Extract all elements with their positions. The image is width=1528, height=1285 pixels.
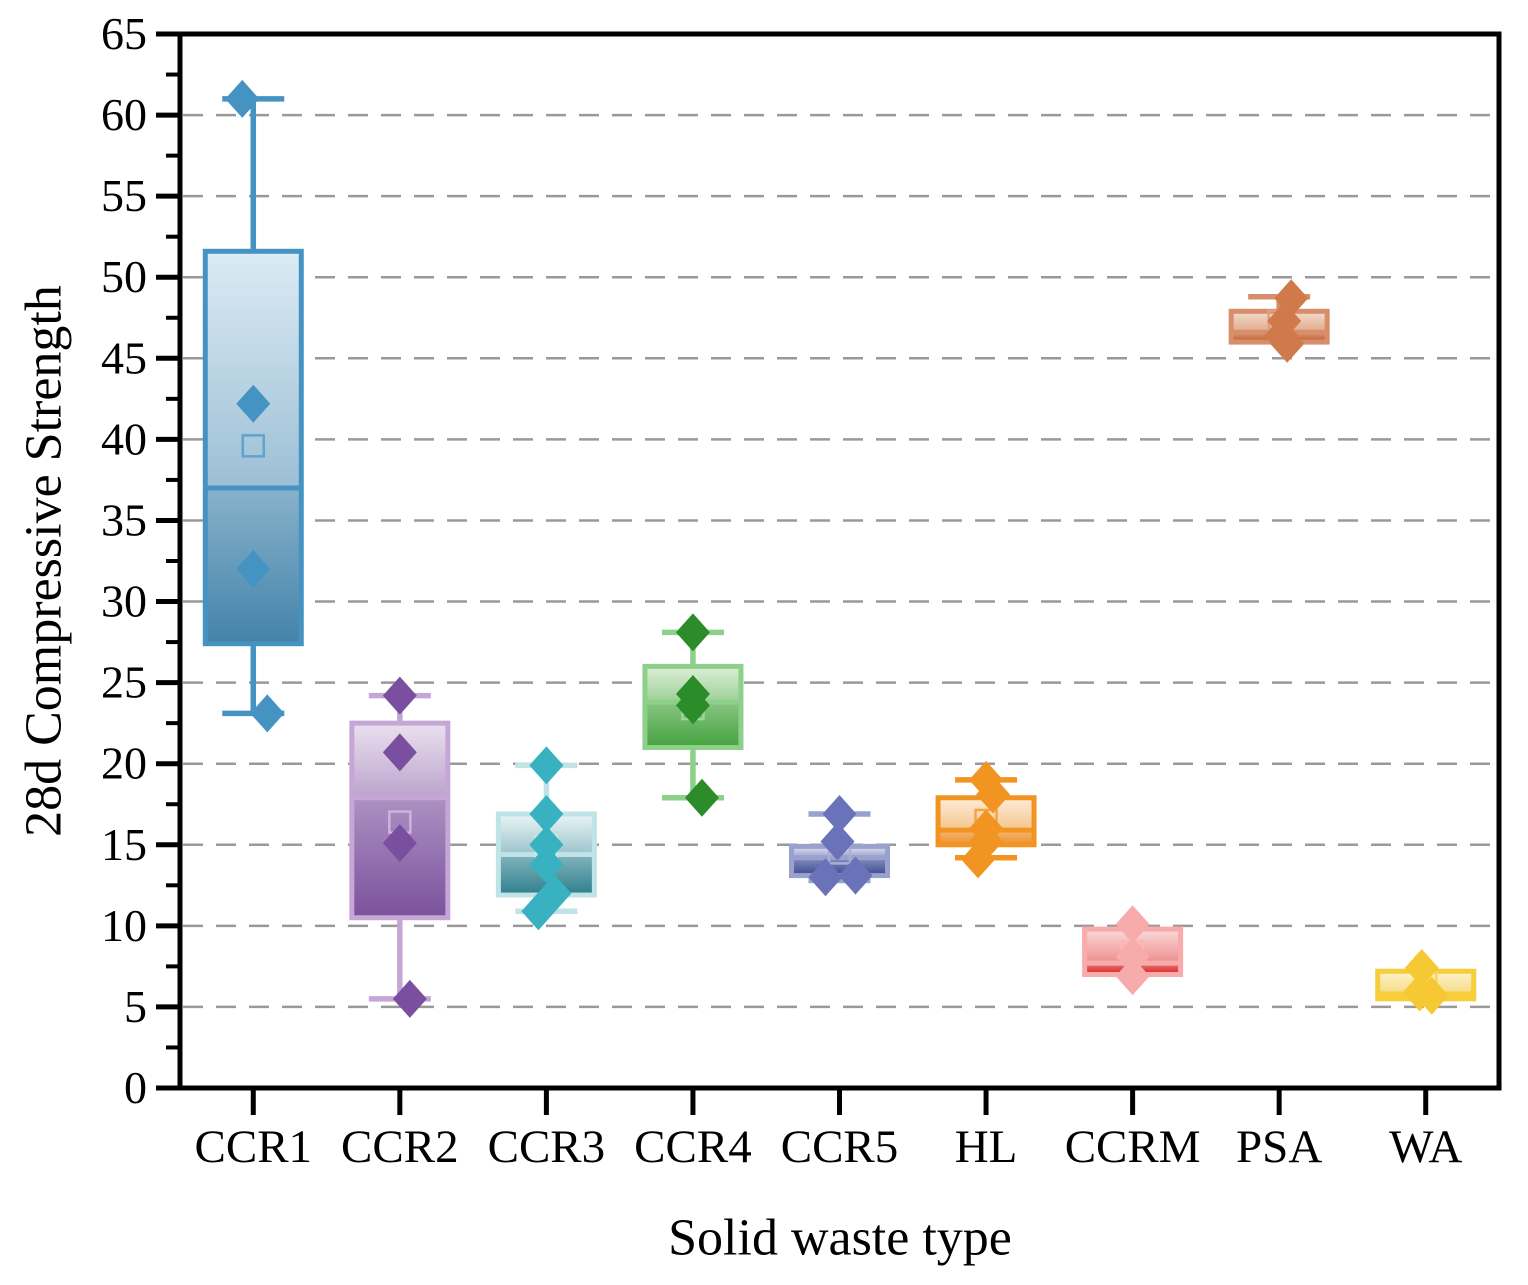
data-point-CCR4-2 (675, 686, 710, 725)
y-tick-label-30: 30 (101, 576, 147, 627)
mean-marker-CCR1 (241, 434, 266, 458)
y-tick-label-60: 60 (101, 89, 147, 140)
data-point-CCR4-0 (675, 613, 710, 652)
x-tick-label-CCR3: CCR3 (488, 1121, 606, 1173)
y-tick-label-40: 40 (101, 413, 147, 464)
data-point-CCR4-3 (684, 778, 719, 817)
box-group-WA (1375, 949, 1477, 1015)
box-group-PSA (1228, 279, 1330, 363)
data-point-WA-2 (1414, 976, 1449, 1015)
x-tick-label-PSA: PSA (1236, 1121, 1322, 1173)
data-point-CCR1-0 (225, 79, 260, 118)
data-point-CCR2-0 (382, 676, 417, 715)
data-point-CCR5-0 (822, 794, 857, 833)
data-point-CCRM-0 (1115, 905, 1150, 944)
data-point-CCR5-1 (820, 822, 855, 861)
data-point-CCR1-1 (236, 384, 271, 423)
x-tick-label-CCR2: CCR2 (341, 1121, 459, 1173)
box-group-CCR1 (202, 79, 304, 733)
data-point-HL-4 (961, 840, 996, 879)
x-tick-label-HL: HL (955, 1121, 1018, 1173)
box-group-CCRM (1082, 905, 1184, 996)
data-point-CCR5-2 (838, 856, 873, 895)
y-tick-label-0: 0 (124, 1062, 147, 1113)
x-tick-label-CCR4: CCR4 (634, 1121, 752, 1173)
y-tick-label-35: 35 (101, 494, 147, 545)
plot-frame (177, 31, 1502, 1091)
data-point-CCR2-2 (382, 824, 417, 863)
y-tick-label-15: 15 (101, 819, 147, 870)
data-point-CCRM-1 (1115, 937, 1150, 976)
x-tick-label-CCR1: CCR1 (195, 1121, 313, 1173)
box-group-CCR5 (789, 794, 890, 897)
x-tick-label-CCR5: CCR5 (781, 1121, 899, 1173)
data-point-CCR1-2 (236, 550, 271, 589)
data-point-CCR5-3 (808, 858, 843, 897)
box-group-HL (935, 760, 1037, 879)
data-point-CCR3-0 (529, 746, 564, 785)
y-tick-label-10: 10 (101, 900, 147, 951)
y-tick-label-55: 55 (101, 170, 147, 221)
data-point-CCRM-2 (1115, 957, 1150, 996)
y-tick-label-50: 50 (101, 251, 147, 302)
box-group-CCR3 (495, 746, 597, 931)
y-tick-label-65: 65 (101, 8, 147, 59)
y-tick-label-45: 45 (101, 332, 147, 383)
x-axis-title: Solid waste type (668, 1209, 1012, 1267)
data-point-HL-1 (976, 775, 1011, 814)
data-point-CCR3-3 (529, 845, 564, 884)
data-point-CCR1-3 (250, 694, 285, 733)
data-point-WA-0 (1404, 949, 1439, 988)
x-tick-label-CCRM: CCRM (1065, 1121, 1201, 1173)
y-axis-title: 28d Compressive Strength (15, 285, 73, 837)
y-tick-label-25: 25 (101, 657, 147, 708)
data-point-CCR2-1 (382, 733, 417, 772)
y-tick-label-5: 5 (124, 981, 147, 1032)
box-group-CCR4 (642, 613, 744, 817)
data-point-CCR3-2 (529, 825, 564, 864)
x-tick-label-WA: WA (1389, 1121, 1462, 1173)
data-point-CCR2-3 (392, 979, 427, 1018)
data-point-PSA-3 (1270, 324, 1305, 363)
box-group-CCR2 (349, 676, 451, 1018)
data-point-CCR3-1 (529, 794, 564, 833)
y-tick-label-20: 20 (101, 738, 147, 789)
data-point-CCR3-5 (521, 892, 556, 931)
